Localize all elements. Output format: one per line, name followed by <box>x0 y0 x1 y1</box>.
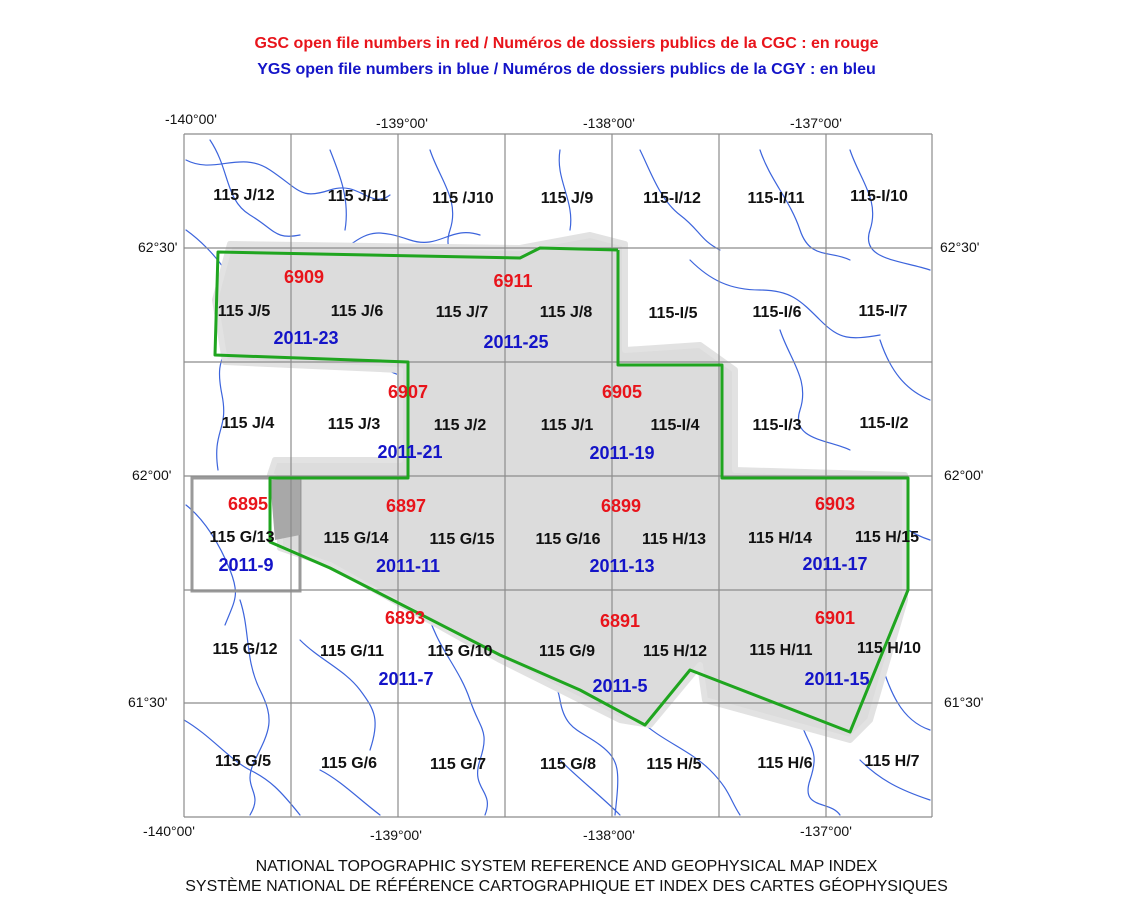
sheet-label: 115 G/13 <box>210 529 275 546</box>
lat-label-6130-right: 61°30' <box>944 694 983 710</box>
gsc-file-number: 6893 <box>385 608 425 628</box>
sheet-label: 115-I/6 <box>753 304 802 321</box>
sheet-label: 115 G/9 <box>539 643 595 660</box>
ygs-file-number: 2011-13 <box>589 556 654 576</box>
footer-title-fr: SYSTÈME NATIONAL DE RÉFÉRENCE CARTOGRAPH… <box>185 878 948 895</box>
lat-label-6230-right: 62°30' <box>940 239 979 255</box>
gsc-file-number: 6901 <box>815 608 855 628</box>
ygs-file-number: 2011-19 <box>589 443 654 463</box>
ygs-file-number: 2011-25 <box>483 332 548 352</box>
gsc-file-number: 6911 <box>493 271 532 291</box>
sheet-label: 115 G/16 <box>536 531 601 548</box>
survey-outline-north <box>213 246 910 734</box>
sheet-label: 115 H/15 <box>855 529 919 546</box>
sheet-label: 115 G/6 <box>321 755 377 772</box>
sheet-label: 115 /J10 <box>432 190 494 207</box>
gsc-file-number: 6891 <box>600 611 640 631</box>
sheet-label: 115 J/9 <box>541 190 594 207</box>
sheet-label: 115-I/3 <box>753 417 802 434</box>
gsc-file-number: 6905 <box>602 382 642 402</box>
lon-label-138-bottom: -138°00' <box>583 827 635 843</box>
footer-title-en: NATIONAL TOPOGRAPHIC SYSTEM REFERENCE AN… <box>255 858 878 875</box>
sheet-label: 115 H/12 <box>643 643 707 660</box>
sheet-label: 115-I/12 <box>643 190 701 207</box>
gsc-file-labels: 6909 6911 6907 6905 6895 6897 6899 6903 … <box>228 267 855 631</box>
sheet-label: 115 J/11 <box>328 188 389 205</box>
ygs-file-number: 2011-17 <box>802 554 867 574</box>
gsc-file-number: 6897 <box>386 496 426 516</box>
sheet-label: 115 H/10 <box>857 640 921 657</box>
lat-label-6200-right: 62°00' <box>944 467 983 483</box>
sheet-label: 115 H/11 <box>749 642 812 659</box>
sheet-label: 115 J/3 <box>328 416 381 433</box>
ygs-file-number: 2011-21 <box>377 442 442 462</box>
sheet-label: 115 G/12 <box>213 641 278 658</box>
sheet-label: 115 H/7 <box>864 753 919 770</box>
gsc-file-number: 6909 <box>284 267 324 287</box>
ygs-file-number: 2011-7 <box>378 669 433 689</box>
sheet-label: 115 J/12 <box>213 187 275 204</box>
sheet-label: 115 H/6 <box>757 755 812 772</box>
gsc-file-number: 6895 <box>228 494 268 514</box>
lat-label-6130-left: 61°30' <box>128 694 167 710</box>
sheet-label: 115 H/14 <box>748 530 812 547</box>
lon-label-140-top: -140°00' <box>165 111 217 127</box>
lon-label-140-bottom: -140°00' <box>143 823 195 839</box>
survey-outlines <box>213 246 910 734</box>
sheet-label: 115 H/5 <box>646 756 701 773</box>
lat-label-6200-left: 62°00' <box>132 467 171 483</box>
gsc-file-number: 6903 <box>815 494 855 514</box>
gsc-file-number: 6907 <box>388 382 428 402</box>
sheet-label: 115 G/7 <box>430 756 486 773</box>
sheet-label: 115-I/7 <box>859 303 908 320</box>
survey-6895-overlap <box>270 478 300 540</box>
lon-label-137-top: -137°00' <box>790 115 842 131</box>
sheet-label: 115 G/8 <box>540 756 596 773</box>
sheet-label: 115 G/11 <box>320 643 384 660</box>
lon-label-138-top: -138°00' <box>583 115 635 131</box>
sheet-label: 115 J/7 <box>436 304 489 321</box>
gsc-legend: GSC open file numbers in red / Numéros d… <box>254 35 879 52</box>
sheet-label: 115 J/6 <box>331 303 384 320</box>
ygs-file-number: 2011-15 <box>804 669 869 689</box>
sheet-label: 115 H/13 <box>642 531 706 548</box>
sheet-label: 115 J/5 <box>218 303 271 320</box>
sheet-labels: 115 J/12 115 J/11 115 /J10 115 J/9 115-I… <box>210 187 922 773</box>
sheet-label: 115 J/1 <box>541 417 594 434</box>
sheet-label: 115 J/8 <box>540 304 593 321</box>
sheet-label: 115 G/14 <box>324 530 389 547</box>
sheet-label: 115 G/10 <box>428 643 493 660</box>
sheet-label: 115 G/15 <box>430 531 495 548</box>
ygs-legend: YGS open file numbers in blue / Numéros … <box>257 61 876 78</box>
lat-label-6230-left: 62°30' <box>138 239 177 255</box>
sheet-label: 115-I/11 <box>748 190 805 207</box>
sheet-label: 115-I/2 <box>860 415 909 432</box>
lon-label-139-top: -139°00' <box>376 115 428 131</box>
sheet-label: 115 J/2 <box>434 417 487 434</box>
lon-label-137-bottom: -137°00' <box>800 823 852 839</box>
ygs-file-labels: 2011-23 2011-25 2011-21 2011-19 2011-9 2… <box>218 328 869 696</box>
sheet-label: 115-I/4 <box>651 417 700 434</box>
sheet-label: 115-I/5 <box>649 305 698 322</box>
ygs-file-number: 2011-5 <box>592 676 647 696</box>
ygs-file-number: 2011-9 <box>218 555 273 575</box>
ygs-file-number: 2011-11 <box>376 556 440 576</box>
sheet-label: 115 J/4 <box>222 415 275 432</box>
sheet-label: 115 G/5 <box>215 753 271 770</box>
lon-label-139-bottom: -139°00' <box>370 827 422 843</box>
sheet-label: 115-I/10 <box>850 188 908 205</box>
gsc-file-number: 6899 <box>601 496 641 516</box>
ygs-file-number: 2011-23 <box>273 328 338 348</box>
